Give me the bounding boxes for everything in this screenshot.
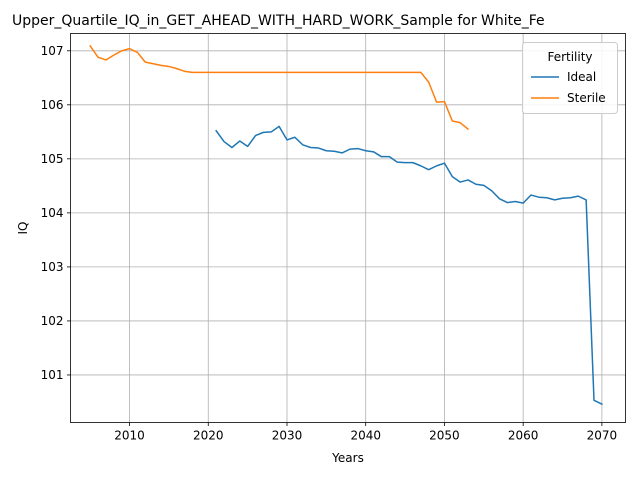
series-layer (89, 44, 603, 406)
legend-label-ideal: Ideal (567, 70, 596, 84)
x-tick-label: 2020 (193, 429, 224, 443)
y-tick-label: 103 (41, 260, 64, 274)
x-tick-label: 2060 (508, 429, 539, 443)
y-tick-label: 101 (41, 368, 64, 382)
chart-title: Upper_Quartile_IQ_in_GET_AHEAD_WITH_HARD… (12, 13, 545, 29)
x-axis-label: Years (331, 451, 364, 465)
plot-frame (70, 33, 626, 423)
x-tick-label: 2010 (114, 429, 145, 443)
y-axis-label: IQ (16, 222, 30, 235)
y-tick-label: 107 (41, 44, 64, 58)
y-tick-label: 104 (41, 206, 64, 220)
legend-label-sterile: Sterile (567, 91, 606, 105)
series-line-sterile (89, 44, 470, 131)
y-tick-label: 106 (41, 98, 64, 112)
legend-box (522, 42, 618, 114)
series-line-ideal (215, 125, 603, 406)
y-tick-label: 102 (41, 314, 64, 328)
legend-title: Fertility (547, 50, 592, 64)
axis-ticks: 2010 2020 2030 2040 2050 2060 2070 101 102 103 104… (41, 44, 618, 443)
x-tick-label: 2070 (587, 429, 618, 443)
y-tick-label: 105 (41, 152, 64, 166)
x-tick-label: 2040 (350, 429, 381, 443)
legend: Fertility Ideal Sterile (522, 42, 618, 114)
x-tick-label: 2030 (272, 429, 303, 443)
grid (70, 33, 626, 423)
x-tick-label: 2050 (429, 429, 460, 443)
